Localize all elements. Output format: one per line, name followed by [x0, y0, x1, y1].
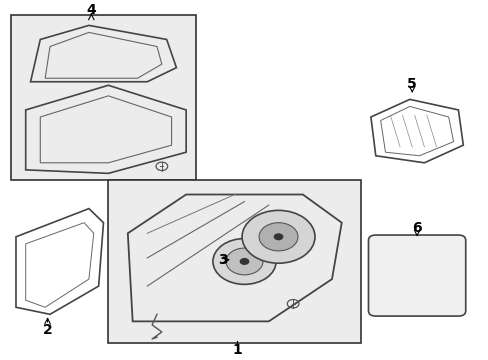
Circle shape — [242, 210, 314, 263]
FancyBboxPatch shape — [108, 180, 361, 342]
Text: 6: 6 — [411, 221, 421, 235]
Text: 2: 2 — [42, 323, 52, 337]
Text: 4: 4 — [86, 3, 96, 17]
Circle shape — [239, 258, 249, 265]
Circle shape — [225, 248, 263, 275]
Circle shape — [273, 233, 283, 240]
FancyBboxPatch shape — [11, 15, 196, 180]
Circle shape — [212, 239, 276, 284]
Text: 1: 1 — [232, 343, 242, 357]
Text: 3: 3 — [217, 253, 227, 267]
Circle shape — [259, 223, 297, 251]
FancyBboxPatch shape — [368, 235, 465, 316]
Text: 5: 5 — [407, 77, 416, 90]
